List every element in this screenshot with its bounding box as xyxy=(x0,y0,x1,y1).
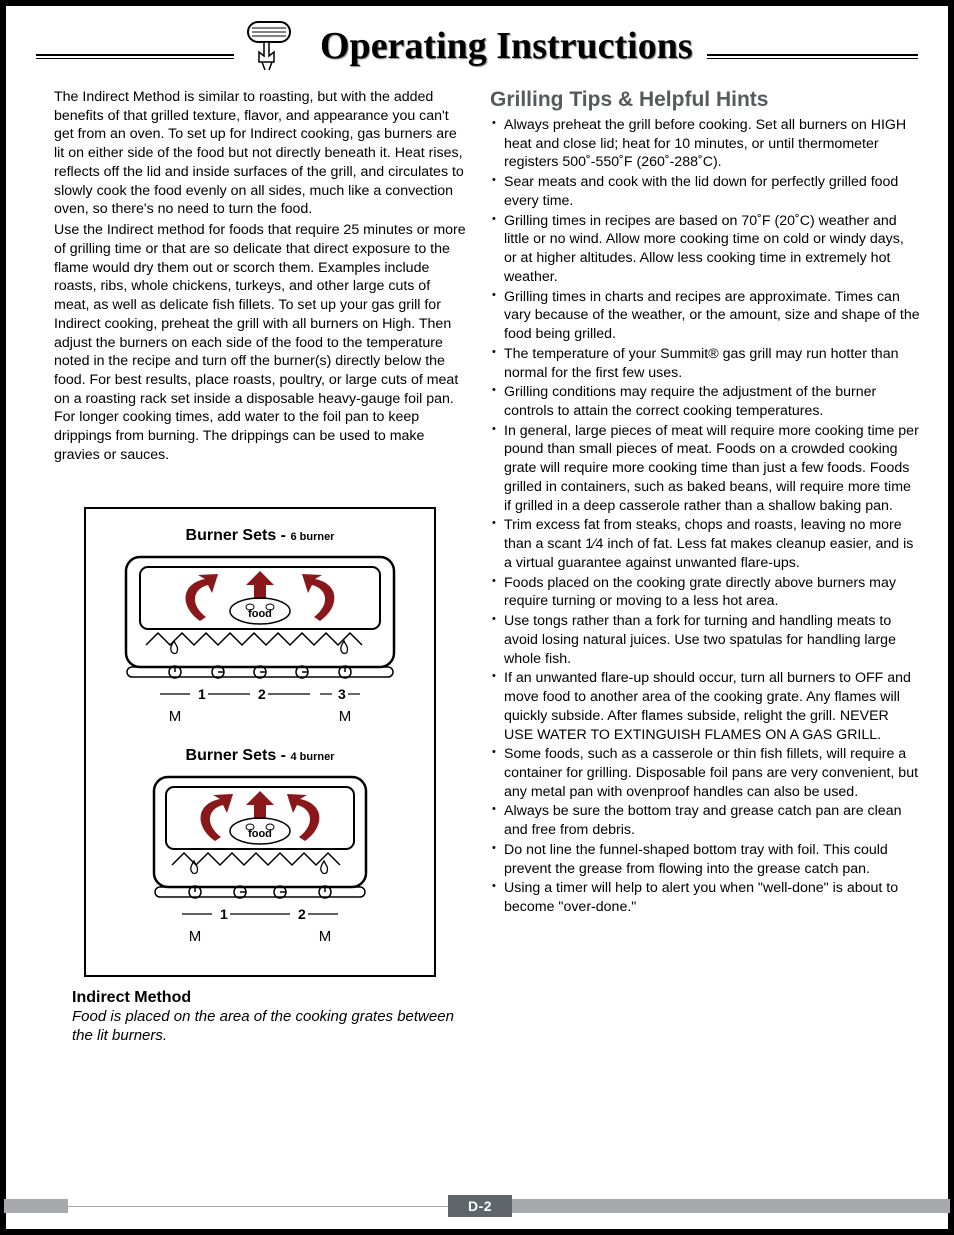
tip-item: Some foods, such as a casserole or thin … xyxy=(504,745,920,801)
burner-set-4-text: Burner Sets - xyxy=(186,747,286,764)
caption-title: Indirect Method xyxy=(72,989,466,1007)
burner-set-4-label: Burner Sets - 4 burner xyxy=(100,747,420,765)
tip-item: Trim excess fat from steaks, chops and r… xyxy=(504,516,920,572)
svg-text:3: 3 xyxy=(338,686,346,702)
tip-item: Sear meats and cook with the lid down fo… xyxy=(504,173,920,210)
tips-heading: Grilling Tips & Helpful Hints xyxy=(490,88,920,112)
page-frame: Operating Instructions The Indirect Meth… xyxy=(0,0,954,1235)
footer-gap xyxy=(68,1206,448,1207)
page-title: Operating Instructions xyxy=(320,24,693,68)
tip-item: Use tongs rather than a fork for turning… xyxy=(504,612,920,668)
footer-bar-right xyxy=(512,1199,950,1213)
burner-set-4-sub: 4 burner xyxy=(290,751,334,763)
burner-set-6-sub: 6 burner xyxy=(290,531,334,543)
header-rule-right xyxy=(707,54,918,59)
grill-4burner-svg: food 1 xyxy=(140,769,380,959)
page-number: D-2 xyxy=(448,1195,512,1217)
grill-icon xyxy=(242,18,298,74)
content-columns: The Indirect Method is similar to roasti… xyxy=(6,80,948,1045)
tip-item: If an unwanted flare-up should occur, tu… xyxy=(504,669,920,744)
tip-item: Grilling times in recipes are based on 7… xyxy=(504,212,920,287)
svg-text:2: 2 xyxy=(258,686,266,702)
tip-item: Foods placed on the cooking grate direct… xyxy=(504,574,920,611)
page-header: Operating Instructions xyxy=(6,6,948,80)
tip-item: Do not line the funnel-shaped bottom tra… xyxy=(504,841,920,878)
intro-paragraph-2: Use the Indirect method for foods that r… xyxy=(54,221,466,465)
right-column: Grilling Tips & Helpful Hints Always pre… xyxy=(490,88,920,1045)
svg-text:2: 2 xyxy=(298,906,306,922)
footer-bar-left xyxy=(4,1199,68,1213)
tips-list: Always preheat the grill before cooking.… xyxy=(490,116,920,917)
tip-item: Always be sure the bottom tray and greas… xyxy=(504,802,920,839)
svg-text:1: 1 xyxy=(198,686,206,702)
grill-6burner-svg: food xyxy=(110,549,410,739)
tip-item: Grilling times in charts and recipes are… xyxy=(504,288,920,344)
svg-text:M: M xyxy=(169,708,182,725)
svg-text:M: M xyxy=(339,708,352,725)
intro-paragraph-1: The Indirect Method is similar to roasti… xyxy=(54,88,466,219)
tip-item: The temperature of your Summit® gas gril… xyxy=(504,345,920,382)
tip-item: Grilling conditions may require the adju… xyxy=(504,383,920,420)
header-rule-left xyxy=(36,54,234,59)
svg-text:food: food xyxy=(248,608,272,620)
svg-text:M: M xyxy=(189,928,202,945)
tip-item: Always preheat the grill before cooking.… xyxy=(504,116,920,172)
caption-text: Food is placed on the area of the cookin… xyxy=(72,1007,466,1045)
svg-text:1: 1 xyxy=(220,906,228,922)
svg-text:M: M xyxy=(319,928,332,945)
burner-diagram-box: Burner Sets - 6 burner food xyxy=(84,507,436,977)
burner-set-6-text: Burner Sets - xyxy=(186,527,286,544)
diagram-caption: Indirect Method Food is placed on the ar… xyxy=(72,989,466,1045)
tip-item: In general, large pieces of meat will re… xyxy=(504,422,920,516)
tip-item: Using a timer will help to alert you whe… xyxy=(504,879,920,916)
svg-text:food: food xyxy=(248,828,272,840)
left-column: The Indirect Method is similar to roasti… xyxy=(54,88,466,1045)
page-footer: D-2 xyxy=(6,1195,948,1217)
burner-set-6-label: Burner Sets - 6 burner xyxy=(100,527,420,545)
